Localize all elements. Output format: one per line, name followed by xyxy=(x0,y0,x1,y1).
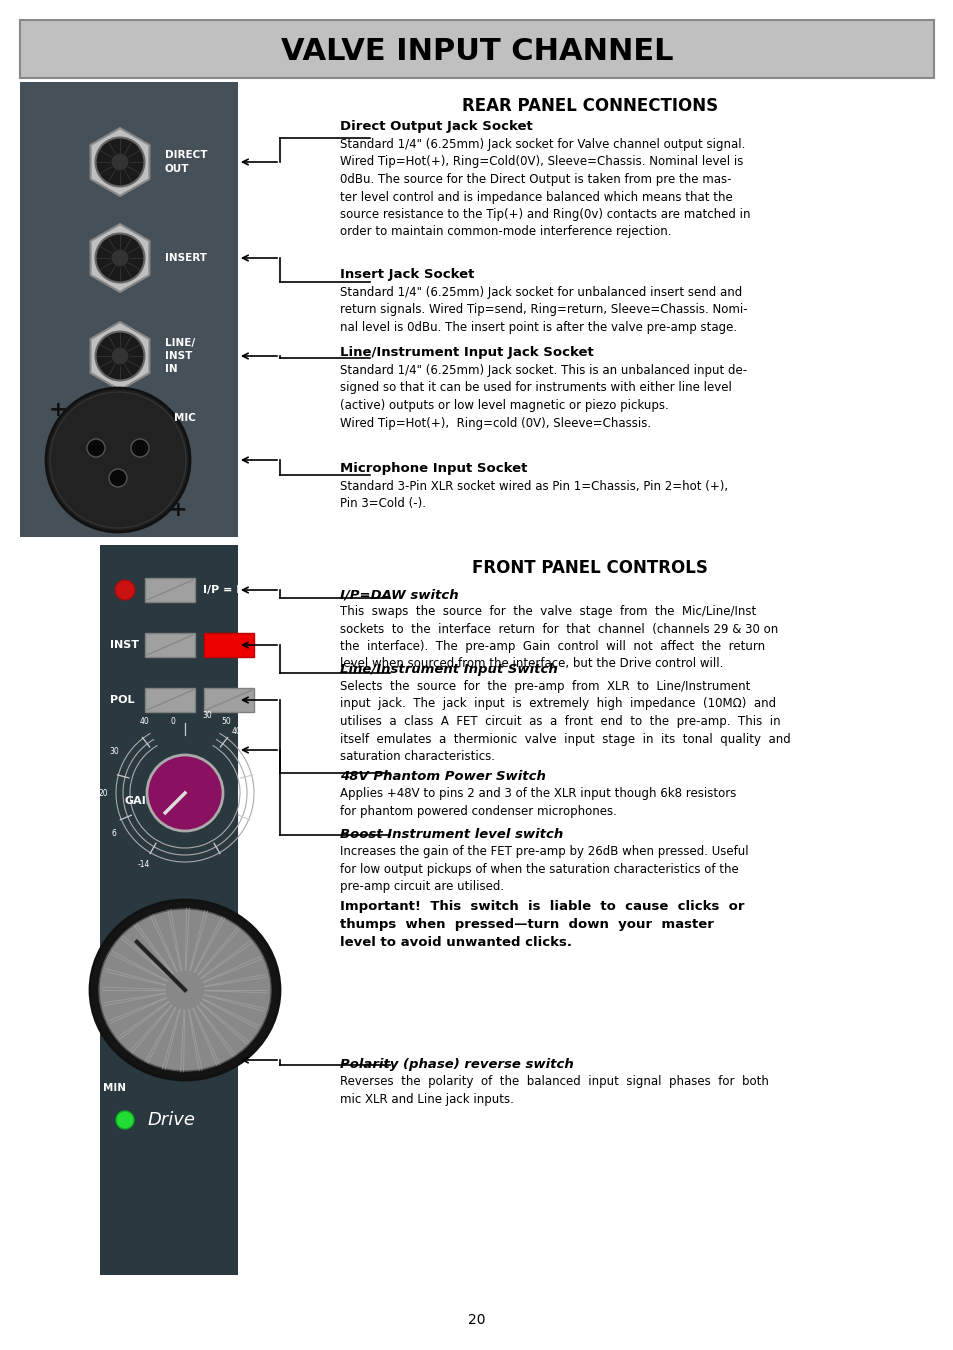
Text: 50: 50 xyxy=(250,767,259,775)
Text: Polarity (phase) reverse switch: Polarity (phase) reverse switch xyxy=(339,1058,573,1071)
Text: Standard 1/4" (6.25mm) Jack socket. This is an unbalanced input de-
signed so th: Standard 1/4" (6.25mm) Jack socket. This… xyxy=(339,364,746,429)
Text: Direct Output Jack Socket: Direct Output Jack Socket xyxy=(339,120,532,134)
Polygon shape xyxy=(91,128,150,196)
Text: MIN: MIN xyxy=(103,1083,127,1094)
Text: 0: 0 xyxy=(171,717,175,725)
Text: 40: 40 xyxy=(139,717,149,726)
Circle shape xyxy=(116,1111,133,1129)
Text: REAR PANEL CONNECTIONS: REAR PANEL CONNECTIONS xyxy=(461,97,718,115)
Text: Applies +48V to pins 2 and 3 of the XLR input though 6k8 resistors
for phantom p: Applies +48V to pins 2 and 3 of the XLR … xyxy=(339,787,736,818)
Ellipse shape xyxy=(99,909,271,1071)
Text: Insert Jack Socket: Insert Jack Socket xyxy=(339,269,474,281)
Text: BOOST
INST: BOOST INST xyxy=(262,682,302,705)
Text: Increases the gain of the FET pre-amp by 26dB when pressed. Useful
for low outpu: Increases the gain of the FET pre-amp by… xyxy=(339,845,748,892)
Text: 30: 30 xyxy=(109,748,119,756)
Bar xyxy=(20,20,933,78)
Text: I/P = DAW: I/P = DAW xyxy=(203,585,266,595)
Text: GAIN: GAIN xyxy=(125,796,156,806)
Text: INST: INST xyxy=(110,640,139,649)
Circle shape xyxy=(131,439,149,458)
Circle shape xyxy=(87,439,105,458)
Text: Important!  This  switch  is  liable  to  cause  clicks  or
thumps  when  presse: Important! This switch is liable to caus… xyxy=(339,900,743,949)
Circle shape xyxy=(115,580,135,599)
Text: 20: 20 xyxy=(98,788,108,798)
Circle shape xyxy=(112,154,129,170)
Circle shape xyxy=(112,347,129,364)
Text: Line/Instrument Input Jack Socket: Line/Instrument Input Jack Socket xyxy=(339,346,593,359)
Circle shape xyxy=(50,392,186,528)
Circle shape xyxy=(46,387,190,532)
Text: 30: 30 xyxy=(202,710,212,720)
Text: 60 40: 60 40 xyxy=(245,748,267,756)
Bar xyxy=(145,633,194,657)
Text: I/P=DAW switch: I/P=DAW switch xyxy=(339,589,458,601)
Text: POL: POL xyxy=(110,695,134,705)
Circle shape xyxy=(109,468,127,487)
Text: LINE/
INST
IN: LINE/ INST IN xyxy=(165,338,195,374)
Bar xyxy=(145,578,194,602)
Bar xyxy=(204,688,253,711)
Text: Drive: Drive xyxy=(148,1111,195,1129)
Text: MAX: MAX xyxy=(245,1083,271,1094)
Text: -14: -14 xyxy=(137,860,150,868)
Circle shape xyxy=(95,234,144,282)
Circle shape xyxy=(95,332,144,381)
Text: MIC: MIC xyxy=(173,413,195,423)
Text: 20: 20 xyxy=(468,1314,485,1327)
Bar xyxy=(145,688,194,711)
Text: 48V Phantom Power Switch: 48V Phantom Power Switch xyxy=(339,769,545,783)
Text: VALVE INPUT CHANNEL: VALVE INPUT CHANNEL xyxy=(280,38,673,66)
Bar xyxy=(100,545,237,1274)
Circle shape xyxy=(95,138,144,186)
Text: This  swaps  the  source  for  the  valve  stage  from  the  Mic/Line/Inst
socke: This swaps the source for the valve stag… xyxy=(339,605,778,671)
Ellipse shape xyxy=(90,900,280,1080)
Text: Microphone Input Socket: Microphone Input Socket xyxy=(339,462,527,475)
Text: +: + xyxy=(169,500,187,520)
Text: Standard 1/4" (6.25mm) Jack socket for unbalanced insert send and
return signals: Standard 1/4" (6.25mm) Jack socket for u… xyxy=(339,286,747,333)
Text: 6: 6 xyxy=(112,829,116,838)
Text: Selects  the  source  for  the  pre-amp  from  XLR  to  Line/Instrument
input  j: Selects the source for the pre-amp from … xyxy=(339,680,790,763)
Text: Boost Instrument level switch: Boost Instrument level switch xyxy=(339,828,562,841)
Text: 50: 50 xyxy=(221,717,231,726)
Text: +: + xyxy=(49,400,68,420)
Bar xyxy=(204,633,253,657)
Circle shape xyxy=(147,755,223,832)
Polygon shape xyxy=(91,224,150,292)
Text: Standard 3-Pin XLR socket wired as Pin 1=Chassis, Pin 2=hot (+),
Pin 3=Cold (-).: Standard 3-Pin XLR socket wired as Pin 1… xyxy=(339,481,727,510)
Text: Standard 1/4" (6.25mm) Jack socket for Valve channel output signal.
Wired Tip=Ho: Standard 1/4" (6.25mm) Jack socket for V… xyxy=(339,138,750,239)
Text: DIRECT
OUT: DIRECT OUT xyxy=(165,150,208,174)
Text: + 48V: + 48V xyxy=(262,640,299,649)
Text: 40: 40 xyxy=(232,726,242,736)
Text: Line/Instrument Input Switch: Line/Instrument Input Switch xyxy=(339,663,558,676)
Polygon shape xyxy=(91,323,150,390)
Circle shape xyxy=(112,250,129,266)
Text: FRONT PANEL CONTROLS: FRONT PANEL CONTROLS xyxy=(472,559,707,576)
Text: Reverses  the  polarity  of  the  balanced  input  signal  phases  for  both
mic: Reverses the polarity of the balanced in… xyxy=(339,1075,768,1106)
Text: INSERT: INSERT xyxy=(165,252,207,263)
Bar xyxy=(20,82,237,537)
